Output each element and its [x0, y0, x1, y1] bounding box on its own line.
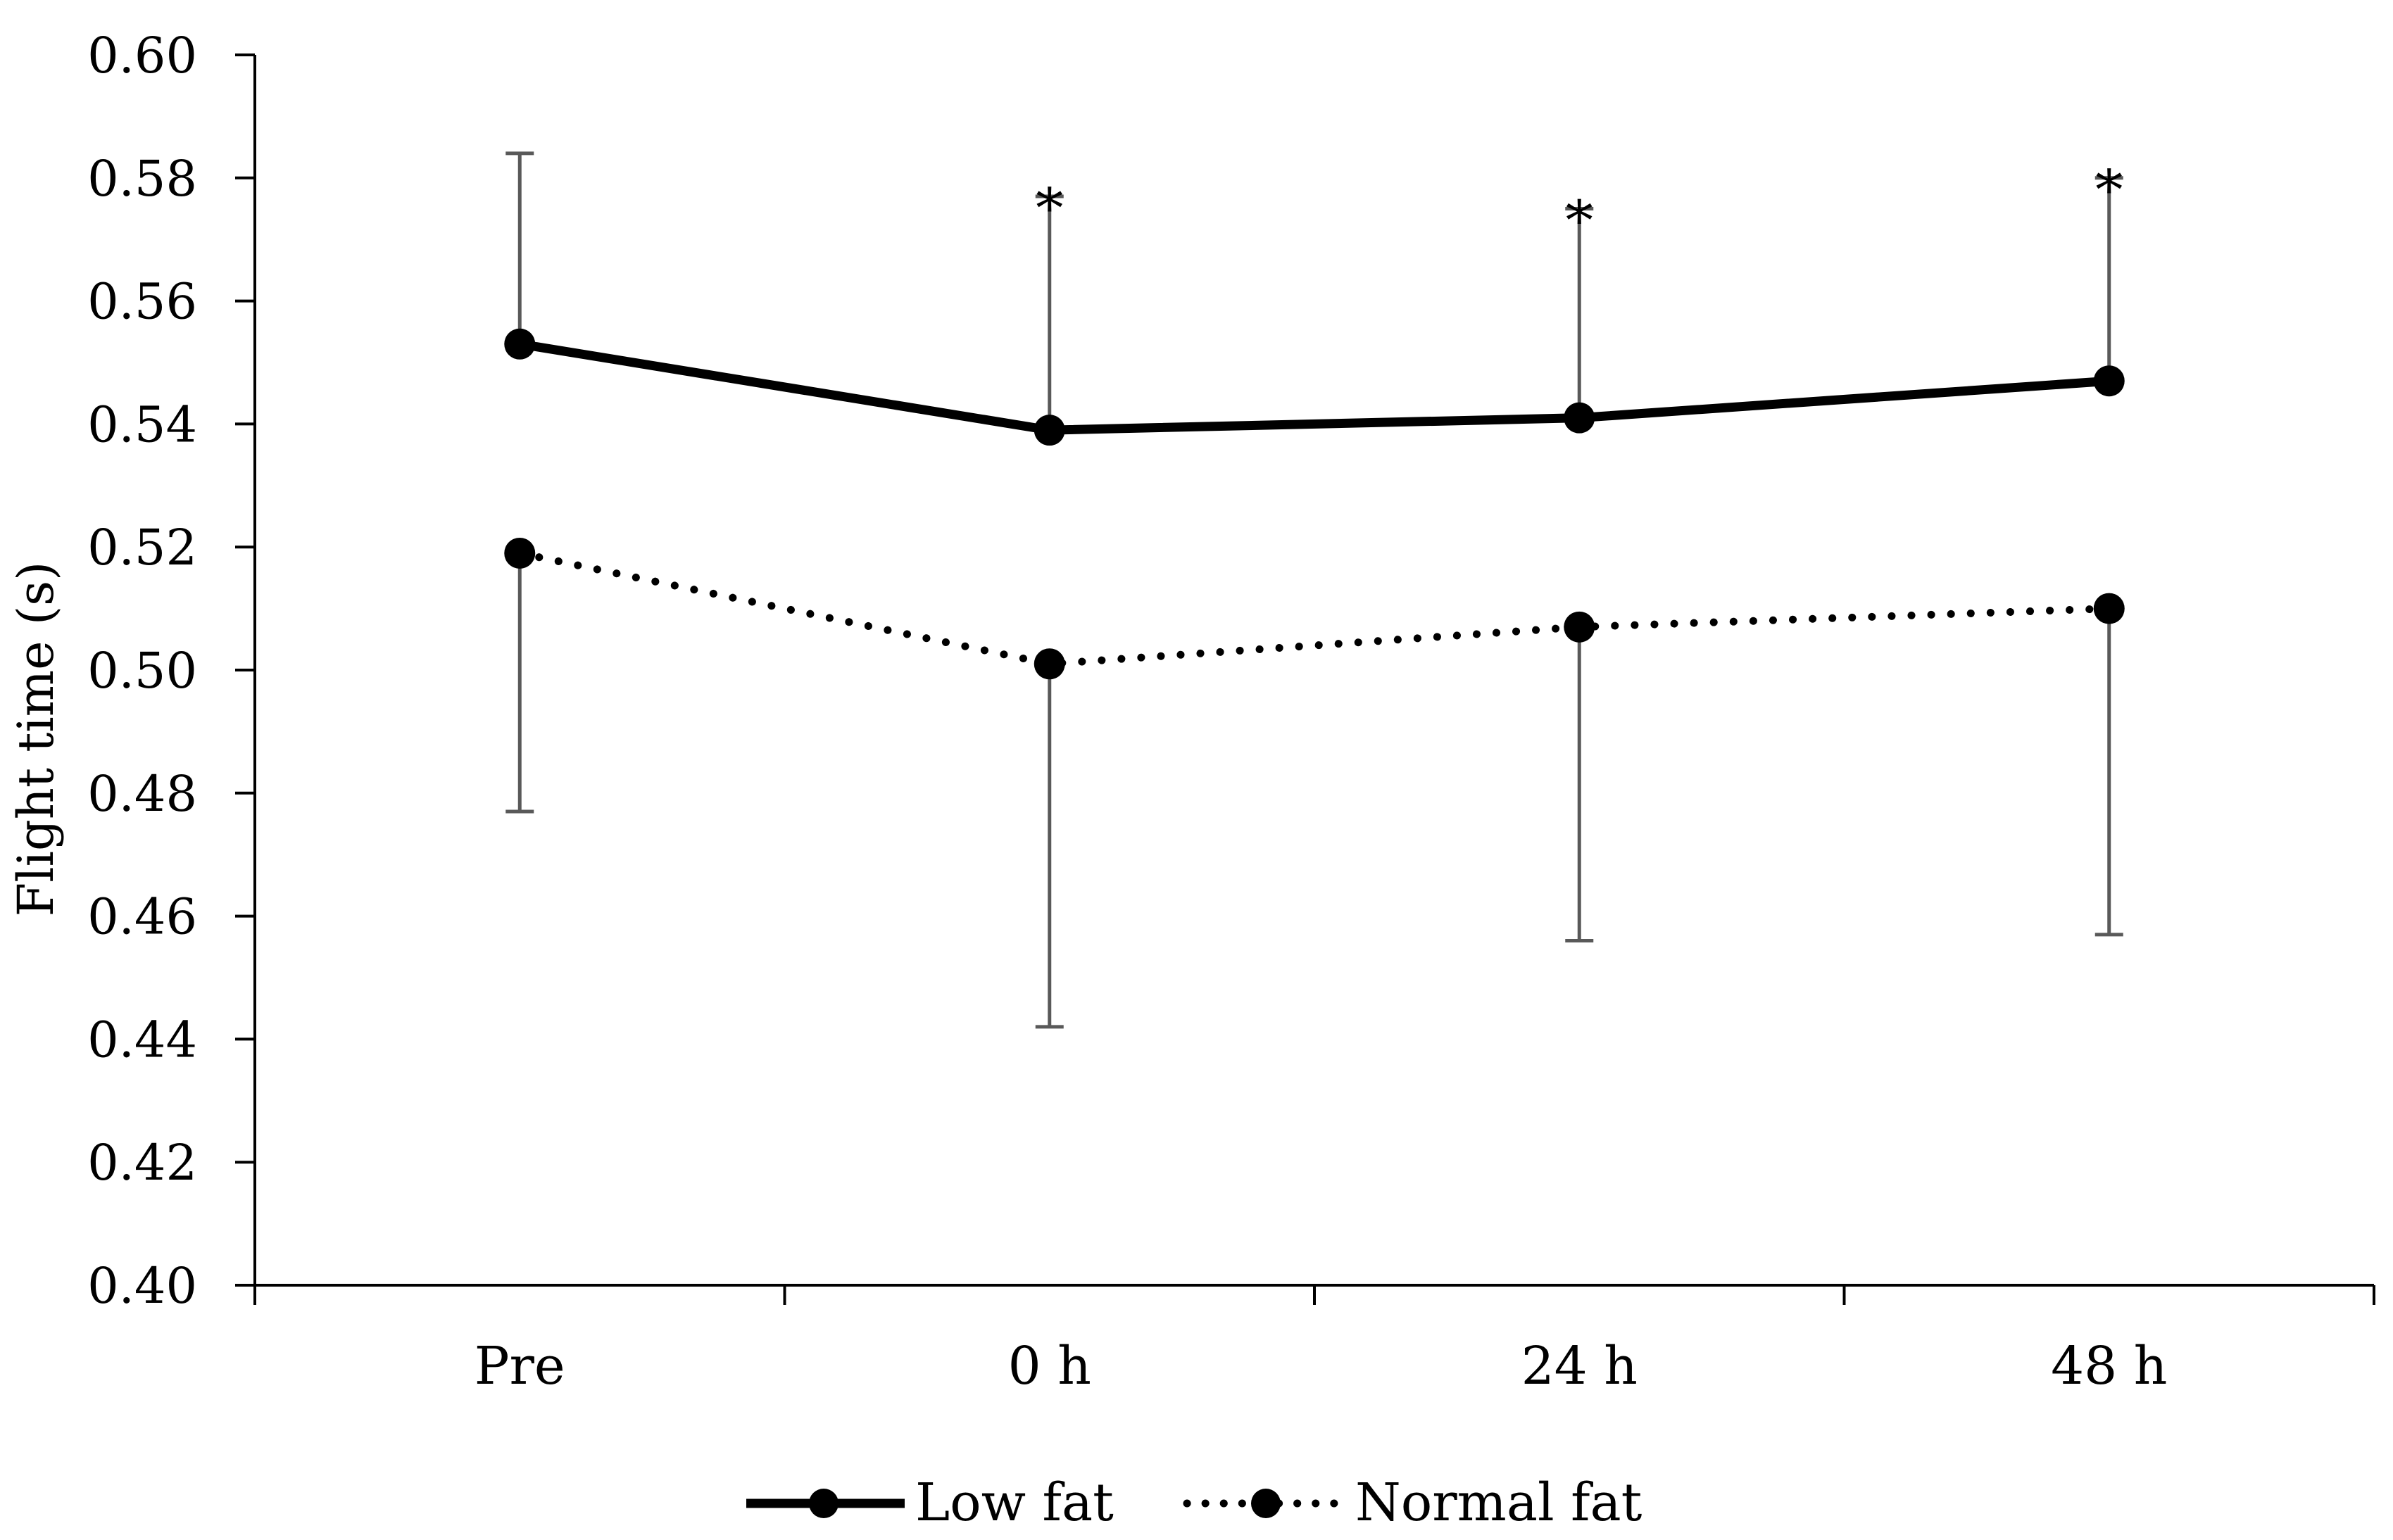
legend-marker-normal-fat — [1251, 1489, 1281, 1518]
x-tick-label: 24 h — [1521, 1336, 1638, 1396]
series-lines — [515, 339, 2113, 668]
y-tick-labels: 0.40 0.42 0.44 0.46 0.48 0.50 0.52 0.54 0.56 0.58… — [87, 27, 197, 1315]
significance-marker: * — [1036, 177, 1063, 241]
axes — [235, 53, 2375, 1305]
series-line-low-fat — [519, 339, 2110, 435]
y-tick-label: 0.54 — [87, 396, 197, 453]
series-line-normal-fat — [515, 549, 2113, 668]
y-tick-label: 0.42 — [87, 1134, 197, 1192]
data-point-low-fat — [1034, 415, 1065, 446]
y-tick-label: 0.44 — [87, 1011, 197, 1068]
y-tick-label: 0.52 — [87, 519, 197, 576]
legend-label-low-fat: Low fat — [915, 1472, 1114, 1533]
legend-label-normal-fat: Normal fat — [1355, 1472, 1643, 1533]
y-tick-label: 0.48 — [87, 765, 197, 823]
significance-markers: * * * — [1036, 159, 2123, 253]
x-tick-label: Pre — [475, 1336, 565, 1396]
significance-marker: * — [1566, 190, 1593, 253]
x-tick-label: 0 h — [1008, 1336, 1091, 1396]
y-tick-label: 0.60 — [87, 27, 197, 84]
y-tick-label: 0.46 — [87, 888, 197, 946]
data-point-normal-fat — [1034, 648, 1065, 680]
data-point-normal-fat — [2093, 593, 2125, 624]
y-tick-label: 0.56 — [87, 273, 197, 331]
x-tick-labels: Pre 0 h 24 h 48 h — [475, 1336, 2168, 1396]
legend-marker-low-fat — [809, 1489, 839, 1518]
significance-marker: * — [2095, 159, 2123, 222]
data-point-low-fat — [504, 328, 536, 360]
data-point-low-fat — [2093, 365, 2125, 397]
data-point-normal-fat — [504, 537, 536, 569]
y-tick-label: 0.50 — [87, 642, 197, 700]
legend: Low fat Normal fat — [746, 1472, 1643, 1533]
error-bars — [505, 151, 2123, 1029]
data-point-normal-fat — [1564, 611, 1595, 643]
y-tick-label: 0.40 — [87, 1257, 197, 1315]
y-axis-label: Flight time (s) — [7, 562, 65, 917]
data-points — [504, 328, 2125, 680]
y-tick-label: 0.58 — [87, 150, 197, 208]
x-tick-label: 48 h — [2051, 1336, 2167, 1396]
data-point-low-fat — [1564, 402, 1595, 434]
